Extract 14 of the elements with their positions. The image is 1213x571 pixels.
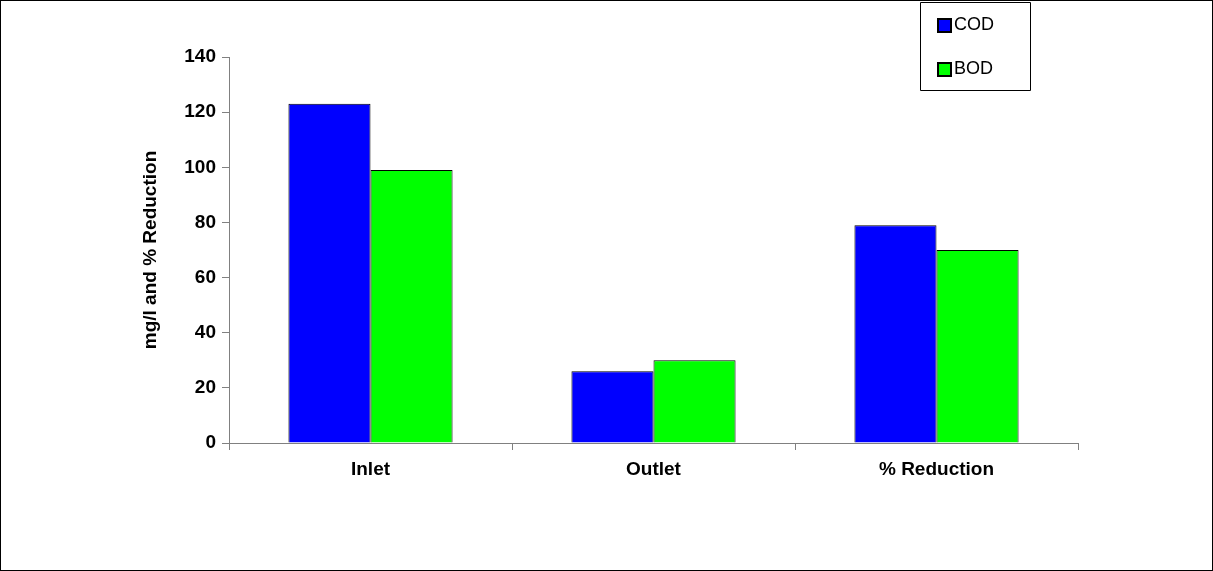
legend-label: BOD xyxy=(954,57,994,78)
x-tick-label: Inlet xyxy=(350,457,391,479)
y-tick-label: 0 xyxy=(205,431,216,453)
y-tick-label: 120 xyxy=(184,100,216,122)
y-tick-label: 80 xyxy=(194,210,216,232)
x-tick-label: Outlet xyxy=(626,457,682,479)
y-axis-title: mg/l and % Reduction xyxy=(138,150,160,350)
y-tick-label: 100 xyxy=(184,155,216,177)
y-tick-label: 140 xyxy=(184,45,216,67)
y-tick-label: 20 xyxy=(194,376,216,398)
y-tick-label: 60 xyxy=(194,265,216,287)
y-tick-label: 40 xyxy=(194,320,216,342)
legend-label: COD xyxy=(954,13,994,34)
x-tick-label: % Reduction xyxy=(878,457,995,479)
